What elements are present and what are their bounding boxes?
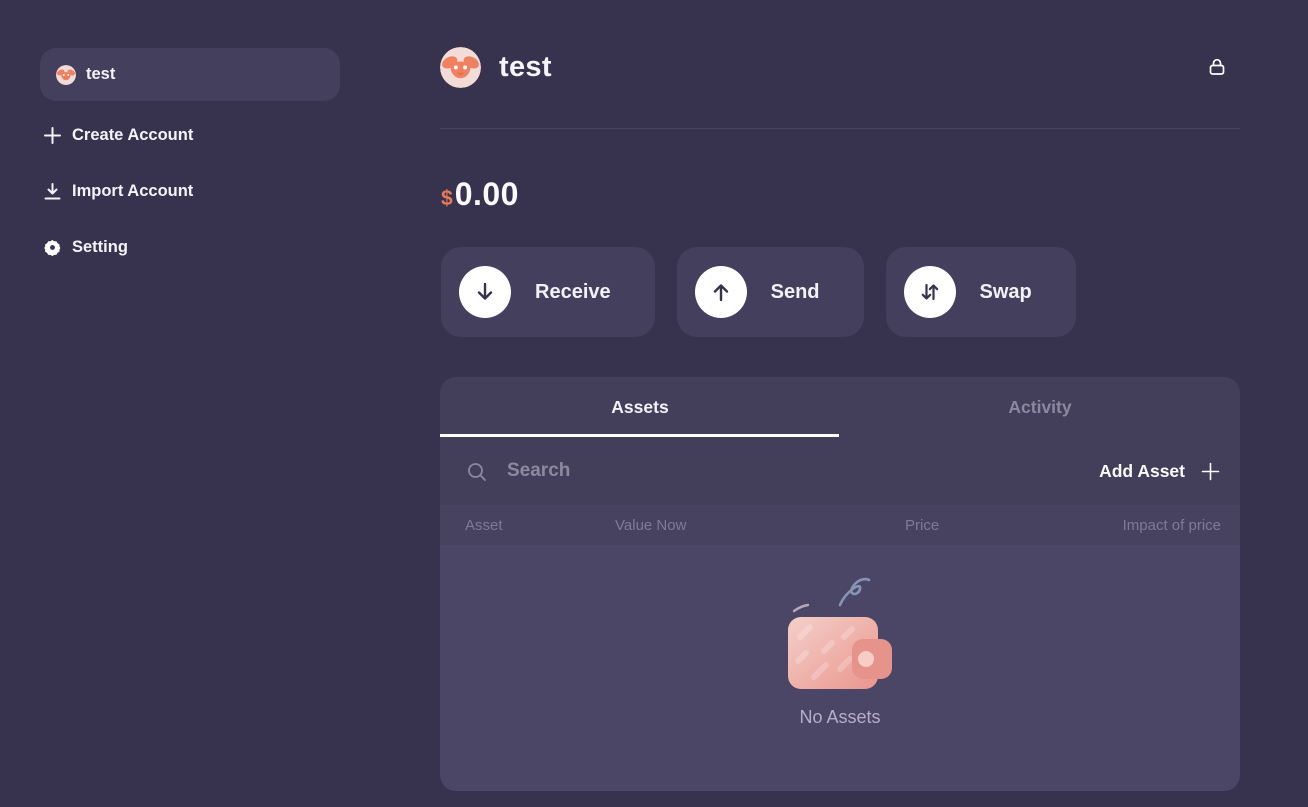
tab-bar: Assets Activity [440,377,1240,437]
balance-amount: 0.00 [454,176,519,212]
account-avatar-large [440,46,481,88]
tab-assets[interactable]: Assets [611,396,669,417]
import-icon [44,182,61,200]
plus-icon [1201,462,1220,481]
sidebar-item-import-account[interactable]: Import Account [44,179,340,203]
lock-icon[interactable] [1204,54,1230,80]
receive-button[interactable]: Receive [441,247,655,337]
empty-wallet-illustration [788,577,892,689]
sidebar: test Create Account Import Account [40,48,340,259]
assets-panel: Assets Activity Add Asset [440,377,1240,791]
sidebar-item-create-account[interactable]: Create Account [44,123,340,147]
sidebar-item-label: Setting [72,237,128,256]
column-header-price: Price [905,516,940,534]
sidebar-item-label: Import Account [72,181,194,200]
arrow-up-icon [694,266,747,318]
active-tab-underline [440,434,839,437]
tab-activity[interactable]: Activity [1008,396,1072,417]
sidebar-account-test[interactable]: test [40,48,340,101]
column-header-value-now: Value Now [615,516,687,534]
column-header-impact-of-price: Impact of price [1122,516,1221,534]
header-divider [440,128,1240,129]
arrow-down-icon [459,266,511,318]
search-icon [466,461,488,483]
currency-symbol: $ [441,187,453,210]
assets-table-body: No Assets [440,545,1240,791]
empty-state-message: No Assets [799,707,881,727]
action-buttons: Receive Send Swap [441,247,1076,337]
swap-button[interactable]: Swap [885,247,1076,337]
send-button[interactable]: Send [676,247,864,337]
sidebar-item-label: Create Account [72,125,194,144]
search-row: Add Asset [440,437,1240,505]
total-balance: $ 0.00 [441,176,519,213]
send-label: Send [770,280,820,303]
plus-icon [44,126,61,144]
search-input[interactable] [505,459,1100,483]
setting-icon [44,239,61,256]
add-asset-button[interactable]: Add Asset [1099,461,1220,482]
account-header: test [440,46,1240,88]
account-label: test [86,65,116,83]
account-avatar [56,64,76,85]
swap-label: Swap [979,280,1032,303]
column-header-asset: Asset [465,516,503,534]
assets-table-header: Asset Value Now Price Impact of price [440,505,1240,545]
swap-arrows-icon [903,266,956,318]
page-title: test [499,50,552,83]
sidebar-item-setting[interactable]: Setting [44,235,340,259]
add-asset-label: Add Asset [1099,460,1185,481]
receive-label: Receive [535,280,611,303]
